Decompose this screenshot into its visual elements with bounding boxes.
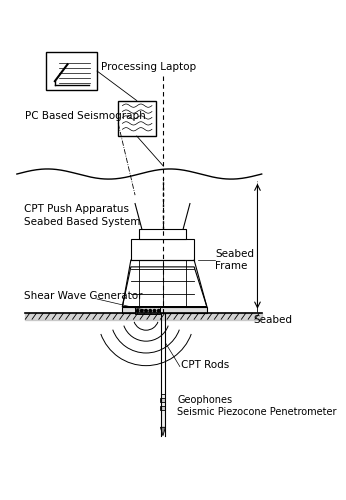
Circle shape [136, 310, 139, 312]
Bar [46, 52, 97, 90]
Circle shape [149, 310, 152, 312]
Circle shape [145, 310, 147, 312]
Bar [135, 308, 161, 314]
Bar [131, 239, 194, 260]
Text: CPT Push Apparatus: CPT Push Apparatus [24, 204, 129, 214]
Text: PC Based Seismograph: PC Based Seismograph [25, 111, 146, 121]
Text: Seabed
Frame: Seabed Frame [215, 250, 254, 271]
Text: Processing Laptop: Processing Laptop [101, 62, 197, 72]
Polygon shape [161, 428, 165, 436]
Text: Geophones
Seismic Piezocone Penetrometer: Geophones Seismic Piezocone Penetrometer [177, 395, 337, 416]
Bar [161, 394, 165, 428]
Bar [118, 100, 156, 136]
Bar [139, 229, 186, 239]
Circle shape [140, 310, 143, 312]
Text: Shear Wave Generator: Shear Wave Generator [24, 291, 142, 301]
Text: Seabed: Seabed [253, 316, 292, 326]
Bar [122, 306, 207, 314]
Text: Seabed Based System: Seabed Based System [24, 216, 140, 226]
Circle shape [153, 310, 156, 312]
Polygon shape [122, 267, 207, 306]
Text: CPT Rods: CPT Rods [182, 360, 230, 370]
Circle shape [157, 310, 160, 312]
Bar [161, 406, 165, 410]
Bar [161, 398, 165, 402]
